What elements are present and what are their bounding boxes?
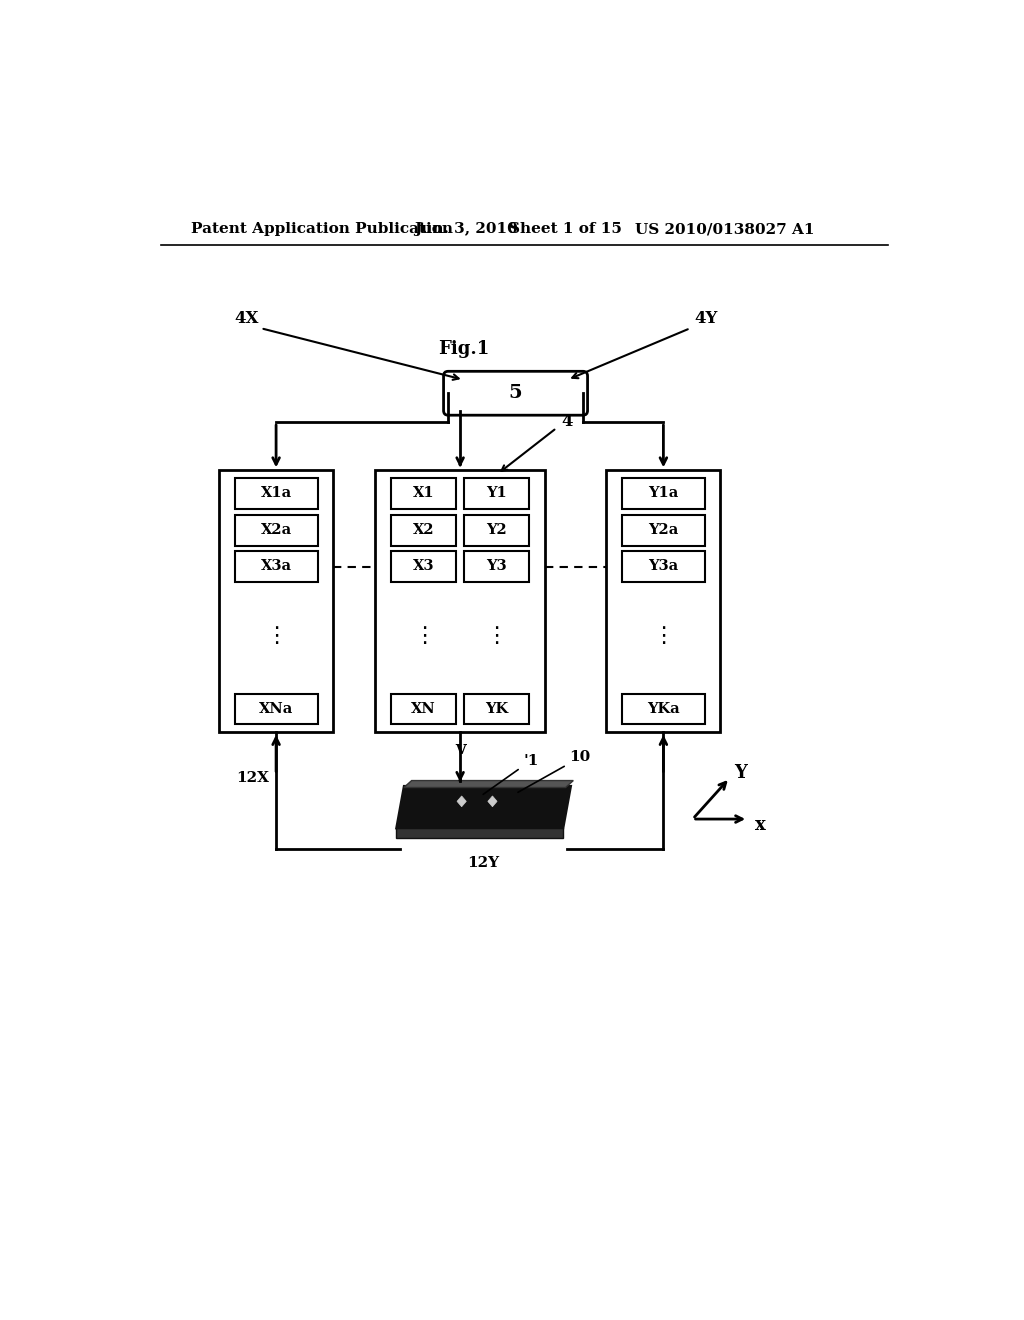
Text: Y1a: Y1a [648, 486, 679, 500]
Text: Y2: Y2 [486, 523, 507, 537]
Bar [391, 478, 457, 508]
Polygon shape [487, 796, 497, 807]
Text: X1a: X1a [260, 486, 292, 500]
Text: YKa: YKa [647, 702, 680, 715]
Text: 5: 5 [509, 384, 522, 403]
Text: Y2a: Y2a [648, 523, 679, 537]
Bar [219, 470, 333, 733]
Text: v: v [455, 741, 465, 758]
Text: X2: X2 [413, 523, 434, 537]
Text: XNa: XNa [259, 702, 293, 715]
Bar [234, 693, 317, 725]
Text: YK: YK [485, 702, 508, 715]
Polygon shape [457, 796, 466, 807]
Bar [376, 470, 545, 733]
Bar [464, 478, 529, 508]
FancyBboxPatch shape [443, 371, 588, 416]
Text: XN: XN [412, 702, 436, 715]
Text: Y3a: Y3a [648, 560, 679, 573]
Bar [464, 693, 529, 725]
Text: Jun. 3, 2010: Jun. 3, 2010 [414, 222, 518, 236]
Text: X3: X3 [413, 560, 434, 573]
Text: Y1: Y1 [486, 486, 507, 500]
Bar [622, 515, 705, 545]
Text: 4: 4 [562, 413, 573, 430]
Text: X3a: X3a [260, 560, 292, 573]
Text: 4X: 4X [234, 310, 259, 327]
Text: ⋮: ⋮ [413, 626, 435, 645]
Text: 12X: 12X [237, 771, 269, 785]
Bar [464, 552, 529, 582]
Polygon shape [396, 785, 571, 829]
Bar [391, 552, 457, 582]
Text: ⋮: ⋮ [265, 626, 287, 645]
Text: X1: X1 [413, 486, 434, 500]
Bar [622, 478, 705, 508]
Bar [606, 470, 720, 733]
Text: Y3: Y3 [486, 560, 507, 573]
Text: '1: '1 [483, 754, 539, 795]
Text: 10: 10 [518, 751, 591, 792]
Text: X2a: X2a [260, 523, 292, 537]
Text: 12Y: 12Y [468, 855, 500, 870]
Bar [622, 693, 705, 725]
Bar [234, 552, 317, 582]
Text: Patent Application Publication: Patent Application Publication [190, 222, 453, 236]
Text: 4Y: 4Y [694, 310, 718, 327]
Bar [622, 552, 705, 582]
Bar [234, 478, 317, 508]
Bar [464, 515, 529, 545]
Text: Fig.1: Fig.1 [438, 341, 489, 358]
Text: ⋮: ⋮ [652, 626, 675, 645]
Bar [391, 693, 457, 725]
Bar [391, 515, 457, 545]
Polygon shape [396, 829, 563, 837]
Text: US 2010/0138027 A1: US 2010/0138027 A1 [635, 222, 814, 236]
Bar [234, 515, 317, 545]
Text: ⋮: ⋮ [485, 626, 508, 645]
Text: Y: Y [734, 764, 746, 783]
Text: Sheet 1 of 15: Sheet 1 of 15 [509, 222, 623, 236]
Text: x: x [755, 816, 766, 834]
Polygon shape [403, 780, 573, 788]
